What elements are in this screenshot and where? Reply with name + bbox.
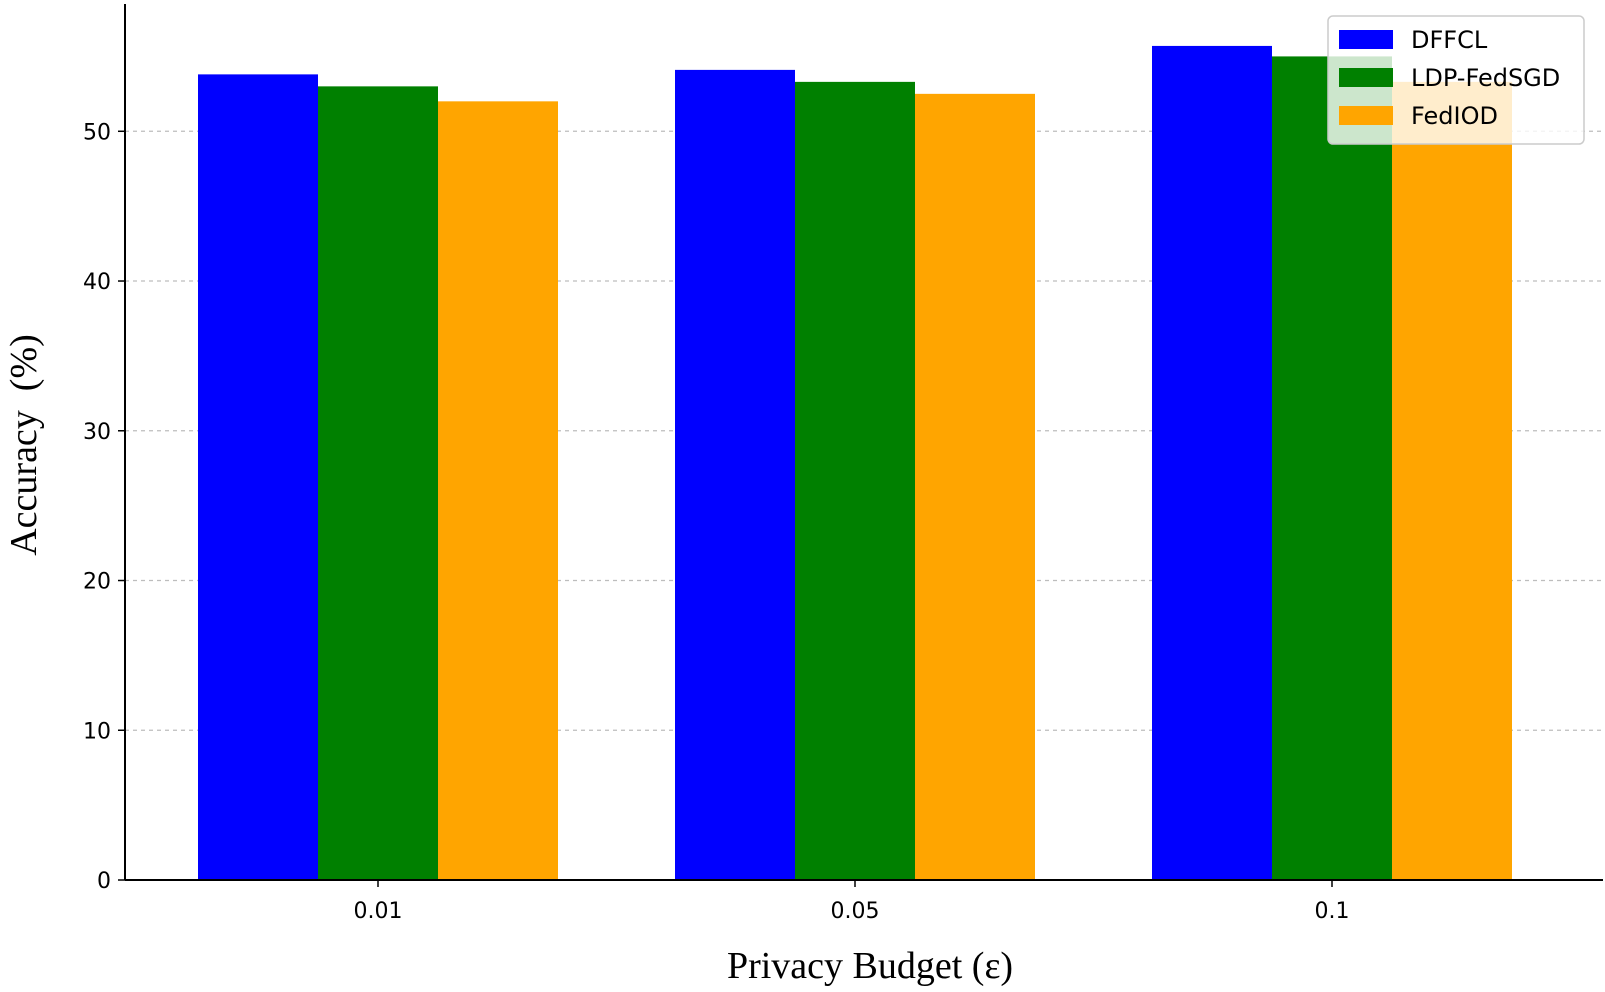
bar-dffcl-0.01 [198,74,318,880]
y-tick-label: 20 [83,570,111,595]
bar-ldp-fedsgd-0.01 [318,86,438,881]
x-ticks: 0.01 0.05 0.1 [354,880,1350,924]
y-ticks: 0 10 20 30 40 50 [83,120,125,894]
bar-dffcl-0.1 [1152,45,1272,880]
y-tick-label: 50 [83,120,111,145]
x-tick-label: 0.1 [1315,899,1350,924]
bar-ldp-fedsgd-0.05 [795,81,915,880]
y-tick-label: 0 [97,869,111,894]
bar-fediod-0.01 [438,101,558,881]
bar-dffcl-0.05 [675,69,795,880]
y-tick-label: 40 [83,270,111,295]
axes [124,4,1603,881]
bars [198,45,1512,881]
x-tick-label: 0.01 [354,899,403,924]
legend-swatch-dffcl [1339,30,1393,49]
bar-ldp-fedsgd-0.1 [1272,56,1392,880]
y-tick-label: 30 [83,420,111,445]
bar-fediod-0.05 [915,93,1035,881]
legend-label-ldp-fedsgd: LDP-FedSGD [1411,64,1560,92]
legend-label-fediod: FedIOD [1411,102,1498,130]
y-axis-title: Accuracy (%) [3,334,45,556]
legend-swatch-fediod [1339,106,1393,125]
x-tick-label: 0.05 [831,899,880,924]
bar-fediod-0.1 [1392,81,1512,880]
x-axis-title: Privacy Budget (ε) [727,945,1013,987]
legend-label-dffcl: DFFCL [1411,26,1488,54]
legend: DFFCL LDP-FedSGD FedIOD [1327,15,1585,145]
y-tick-label: 10 [83,719,111,744]
legend-swatch-ldp-fedsgd [1339,68,1393,87]
